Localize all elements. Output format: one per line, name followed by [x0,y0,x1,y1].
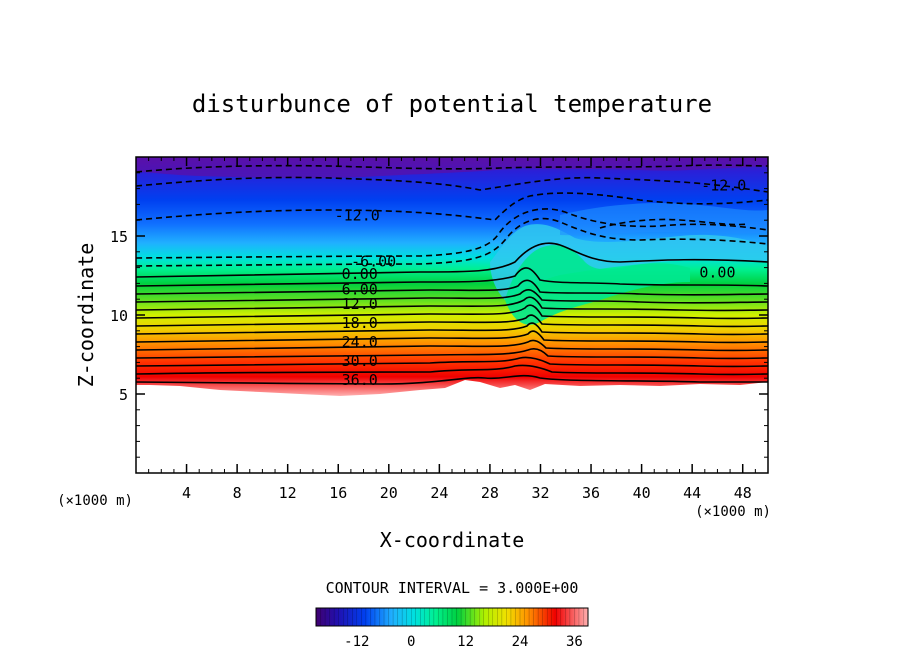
chart-title: disturbunce of potential temperature [192,90,712,118]
plot-area [136,157,768,473]
x-tick-label: 48 [734,484,752,502]
contour-labels: -12.0-12.0-6.000.00 0.006.0012.018.024.03… [335,176,747,388]
colorbar-tick-label: 12 [457,634,474,650]
y-axis: 5 10 15 [110,172,768,458]
contour-label: -6.00 [351,252,396,270]
contour-label: 6.00 [342,281,378,299]
colorbar-segments [315,608,589,626]
x-tick-label: 8 [233,484,242,502]
contour-label: -12.0 [701,176,746,194]
colorbar-ticks: -12 0 12 24 36 [344,634,583,650]
x-tick-label: 28 [481,484,499,502]
colorbar-tick-label: -12 [344,634,369,650]
x-axis: 4 8 12 16 20 24 28 32 36 40 44 48 [148,157,756,502]
y-tick-label: 10 [110,307,128,325]
y-tick-label: 15 [110,228,128,246]
x-tick-label: 4 [182,484,191,502]
x-tick-label: 20 [380,484,398,502]
dashed-contours [136,164,768,267]
x-unit-label-left: (×1000 m) [57,493,133,509]
colorbar-tick-label: 24 [512,634,529,650]
contour-label: 36.0 [342,371,378,389]
contour-label: 0.00 [342,265,378,283]
colorbar-frame [315,607,589,627]
x-tick-label: 36 [582,484,600,502]
colorbar: -12 0 12 24 36 [315,607,589,650]
plume-green [505,245,690,325]
x-tick-label: 24 [430,484,448,502]
colorbar-tick-label: 0 [407,634,415,650]
x-tick-label: 32 [531,484,549,502]
x-axis-label: X-coordinate [380,528,525,552]
solid-contours [136,242,768,385]
x-tick-label: 16 [329,484,347,502]
contour-label: 0.00 [699,263,735,281]
contour-label: 30.0 [342,352,378,370]
colorbar-tick-label: 36 [566,634,583,650]
top-violet-band [136,157,768,179]
contour-label: 24.0 [342,333,378,351]
colorbar-gradient [316,608,588,626]
contour-label: 12.0 [342,295,378,313]
x-tick-label: 40 [633,484,651,502]
x-tick-label: 12 [279,484,297,502]
y-tick-label: 5 [119,386,128,404]
x-tick-label: 44 [683,484,701,502]
y-axis-label: Z-coordinate [74,243,98,388]
x-unit-label-right: (×1000 m) [695,504,771,520]
contour-interval-text: CONTOUR INTERVAL = 3.000E+00 [326,579,579,597]
contour-label: -12.0 [335,206,380,224]
contour-label: 18.0 [342,314,378,332]
